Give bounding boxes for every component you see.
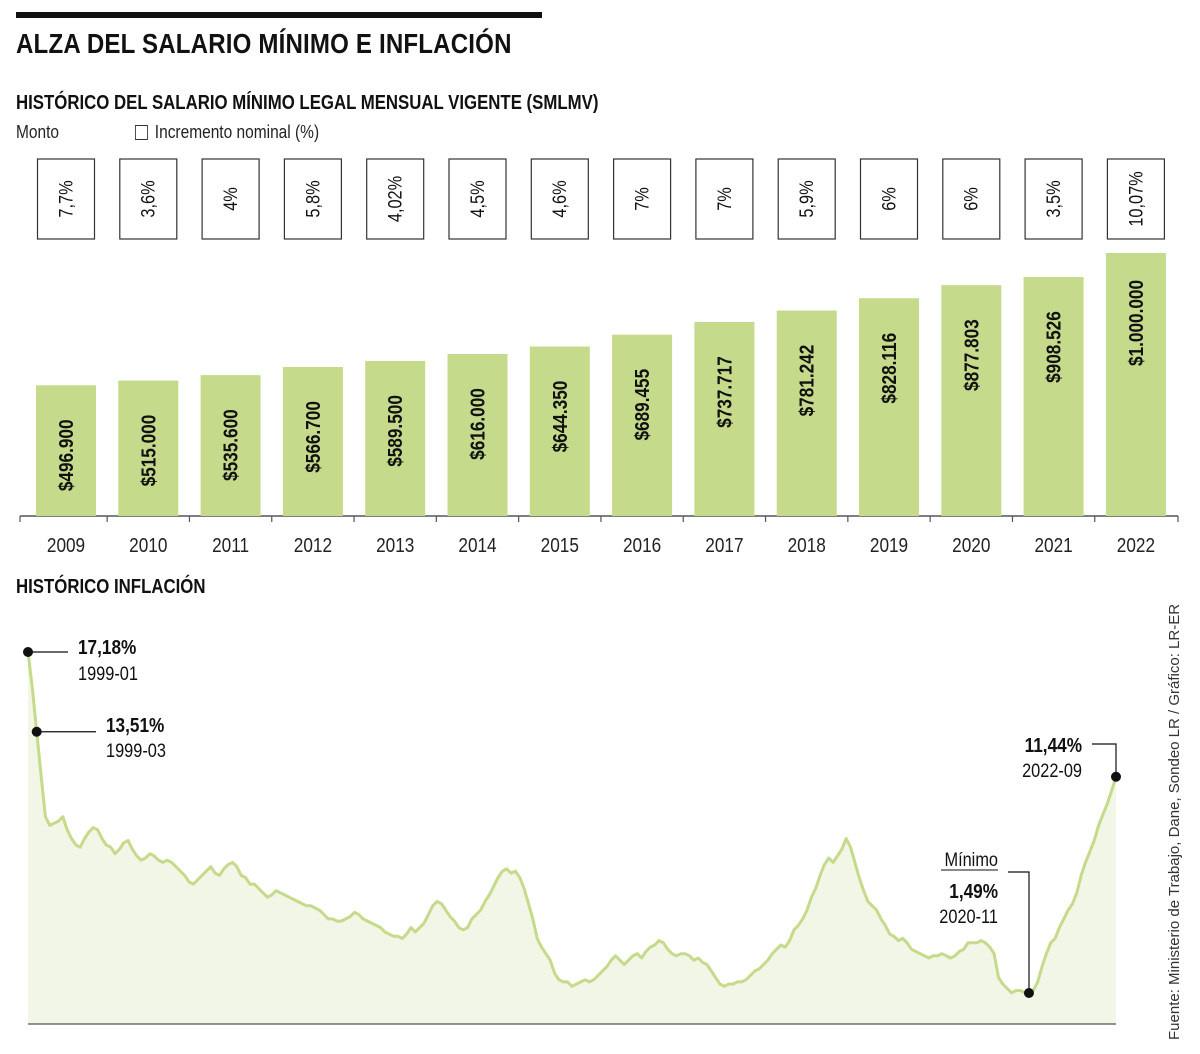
legend-increase: Incremento nominal (%) <box>135 122 319 143</box>
inflation-area <box>28 652 1116 1024</box>
increase-label: 3,5% <box>1043 180 1064 217</box>
bar-value-label: $877.803 <box>960 319 983 391</box>
x-tick-label: 2012 <box>294 534 332 557</box>
annotation-value: 1,49% <box>949 880 998 903</box>
bar-value-label: $644.350 <box>549 381 572 453</box>
x-tick-label: 2019 <box>870 534 908 557</box>
increase-label: 4,5% <box>467 180 488 217</box>
source-note: Fuente: Ministerio de Trabajo, Dane, Son… <box>1166 600 1188 1040</box>
increase-label: 7,7% <box>55 180 76 217</box>
increase-box <box>119 158 178 240</box>
increase-box <box>36 158 96 240</box>
salary-chart-title: HISTÓRICO DEL SALARIO MÍNIMO LEGAL MENSU… <box>16 92 599 114</box>
bar-value-label: $737.717 <box>713 356 736 428</box>
salary-bar-chart: $496.900 7,7% 2009 $515.000 3,6% 2010 $535.600… <box>19 158 1179 557</box>
x-tick-label: 2010 <box>129 534 167 557</box>
increase-box <box>942 158 1001 240</box>
increase-box <box>530 158 589 240</box>
annotation-value: 13,51% <box>106 714 165 737</box>
annotation-date: 2020-11 <box>939 906 998 927</box>
bar-value-label: $908.526 <box>1042 311 1065 383</box>
x-tick-label: 2017 <box>705 534 743 557</box>
increase-box <box>366 158 425 240</box>
x-tick-label: 2016 <box>623 534 661 557</box>
increase-box <box>1106 158 1166 240</box>
annotation-date: 1999-01 <box>78 663 138 684</box>
increase-label: 4,6% <box>549 180 570 217</box>
bar-2014 <box>447 353 508 516</box>
bar-2013 <box>365 360 426 516</box>
bar-2015 <box>529 346 590 516</box>
increase-box <box>859 158 919 240</box>
annotation-marker <box>31 726 42 737</box>
annotation-value: 17,18% <box>78 636 137 659</box>
x-tick-label: 2022 <box>1117 534 1155 557</box>
bar-2010 <box>118 380 179 516</box>
increase-box <box>283 158 342 240</box>
increase-box <box>612 158 672 240</box>
x-tick-label: 2011 <box>212 534 249 557</box>
minimum-label: Mínimo <box>944 849 998 870</box>
annotation-marker <box>1111 771 1121 782</box>
annotation-marker <box>1023 988 1034 998</box>
annotation-marker <box>23 647 33 657</box>
annotation-line <box>1092 743 1117 777</box>
x-tick-label: 2020 <box>952 534 990 557</box>
increase-box <box>201 158 260 240</box>
source-text: Fuente: Ministerio de Trabajo, Dane, Son… <box>1166 603 1183 1040</box>
annotation-value: 11,44% <box>1025 734 1083 757</box>
x-tick-label: 2021 <box>1034 534 1072 557</box>
bar-value-label: $566.700 <box>302 401 325 473</box>
x-tick-label: 2015 <box>541 534 579 557</box>
annotation-date: 2022-09 <box>1022 760 1082 781</box>
legend-increase-label: Incremento nominal (%) <box>154 122 320 142</box>
x-tick-label: 2018 <box>788 534 826 557</box>
increase-label: 6% <box>878 187 899 211</box>
x-tick-label: 2013 <box>376 534 414 557</box>
bar-value-label: $496.900 <box>55 419 78 491</box>
bar-2018 <box>776 310 837 516</box>
top-rule <box>16 12 542 18</box>
inflation-chart-title: HISTÓRICO INFLACIÓN <box>16 576 206 598</box>
bar-2009 <box>36 385 96 516</box>
increase-label: 7% <box>714 187 735 211</box>
x-tick-label: 2014 <box>458 534 496 557</box>
increase-label: 4,02% <box>384 176 405 223</box>
legend-box-icon <box>135 125 148 140</box>
inflation-line <box>26 651 1118 995</box>
bar-value-label: $689.455 <box>631 369 654 441</box>
increase-label: 5,8% <box>302 180 323 217</box>
increase-box <box>1024 158 1083 240</box>
increase-box <box>777 158 836 240</box>
bar-value-label: $828.116 <box>878 333 901 404</box>
increase-box <box>695 158 754 240</box>
bar-2019 <box>859 298 919 516</box>
bar-value-label: $589.500 <box>384 395 407 467</box>
bar-2017 <box>694 321 755 516</box>
x-tick-label: 2009 <box>47 534 85 557</box>
bar-value-label: $1.000.000 <box>1125 280 1148 366</box>
bar-2021 <box>1023 277 1084 516</box>
increase-label: 7% <box>631 187 652 211</box>
bar-2022 <box>1105 253 1166 516</box>
bar-value-label: $535.600 <box>219 409 242 481</box>
increase-label: 3,6% <box>138 180 159 217</box>
bar-2016 <box>612 334 673 516</box>
increase-label: 5,9% <box>796 180 817 217</box>
bar-2012 <box>282 366 343 516</box>
legend-amount: Monto <box>16 122 60 142</box>
annotation-date: 1999-03 <box>106 740 166 761</box>
increase-label: 4% <box>220 187 241 211</box>
increase-label: 10,07% <box>1125 171 1146 227</box>
main-title: ALZA DEL SALARIO MÍNIMO E INFLACIÓN <box>16 28 512 59</box>
bar-2011 <box>200 375 261 516</box>
increase-box <box>448 158 507 240</box>
bar-2020 <box>941 285 1002 516</box>
bar-value-label: $616.000 <box>466 388 489 460</box>
annotation-line <box>1008 871 1030 993</box>
bar-value-label: $515.000 <box>137 415 160 487</box>
bar-value-label: $781.242 <box>795 345 818 417</box>
increase-label: 6% <box>961 187 982 211</box>
